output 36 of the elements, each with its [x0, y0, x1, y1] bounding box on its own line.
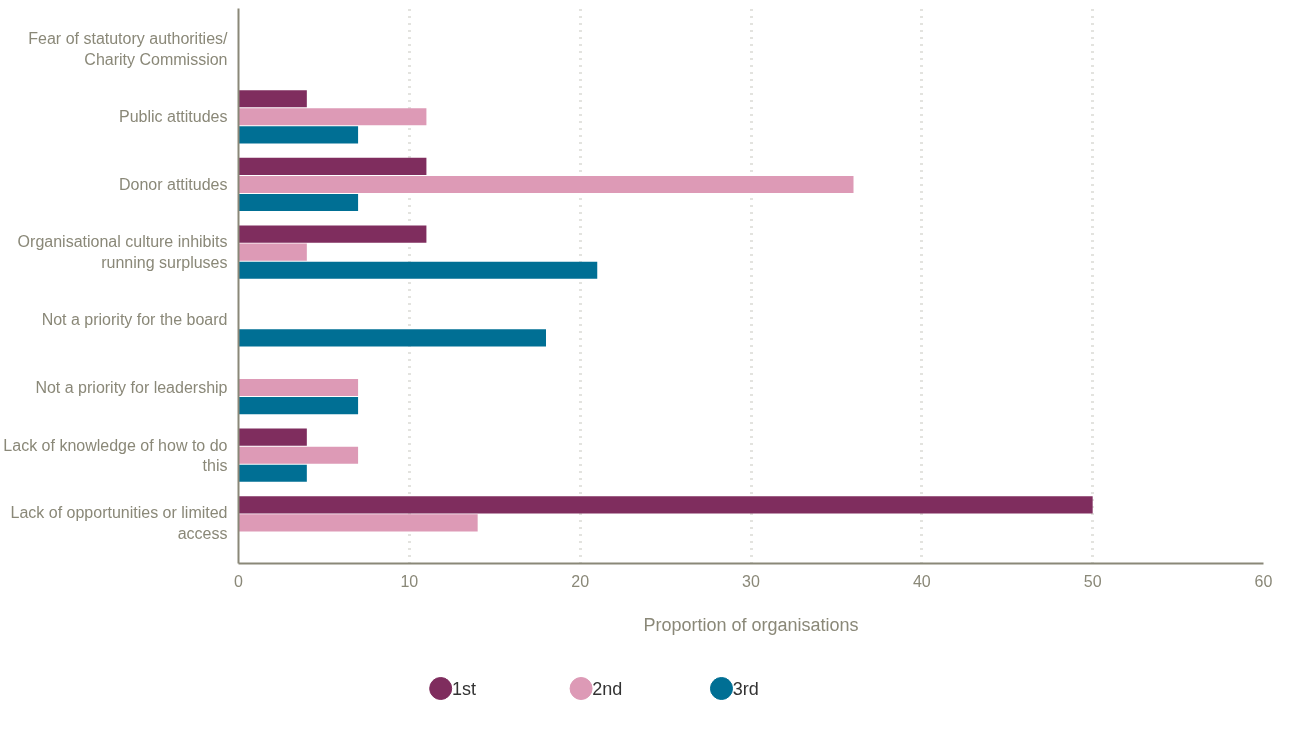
y-tick-label: Lack of knowledge of how to do this — [3, 436, 228, 474]
bar — [238, 225, 427, 243]
x-tick-label: 30 — [742, 572, 760, 590]
y-tick-label: Public attitudes — [118, 108, 228, 126]
bar — [238, 193, 359, 212]
legend-label: 2nd — [592, 678, 623, 699]
y-tick-label: Lack of opportunities or limited access — [10, 504, 228, 542]
legend-label: 1st — [451, 678, 476, 699]
bar — [238, 329, 546, 347]
y-tick-label: Not a priority for the board — [41, 311, 228, 329]
x-tick-label: 60 — [1254, 572, 1273, 590]
bar — [238, 397, 359, 415]
bar — [238, 428, 307, 446]
bar — [238, 464, 307, 482]
x-tick-label: 0 — [234, 572, 244, 590]
x-tick-label: 10 — [400, 572, 419, 590]
y-tick-label: Organisational culture inhibits running surpluses — [17, 233, 228, 271]
x-tick-label: 40 — [912, 572, 931, 590]
bar — [238, 514, 478, 532]
bar — [238, 175, 854, 194]
y-tick-label: Fear of statutory authorities/ Charity Commission — [28, 30, 229, 68]
legend-label: 3rd — [732, 678, 759, 699]
bar — [238, 261, 598, 279]
bar — [238, 157, 427, 175]
x-tick-label: 50 — [1083, 572, 1102, 590]
bar — [238, 446, 359, 464]
x-axis-title: Proportion of organisations — [643, 614, 859, 635]
bar — [238, 108, 427, 126]
bar — [238, 496, 1093, 514]
bar — [238, 378, 359, 397]
y-tick-label: Donor attitudes — [118, 175, 228, 193]
bar — [238, 90, 307, 108]
y-tick-label: Not a priority for leadership — [35, 379, 228, 397]
bar — [238, 243, 307, 261]
x-tick-label: 20 — [571, 572, 590, 590]
bar — [238, 126, 359, 144]
